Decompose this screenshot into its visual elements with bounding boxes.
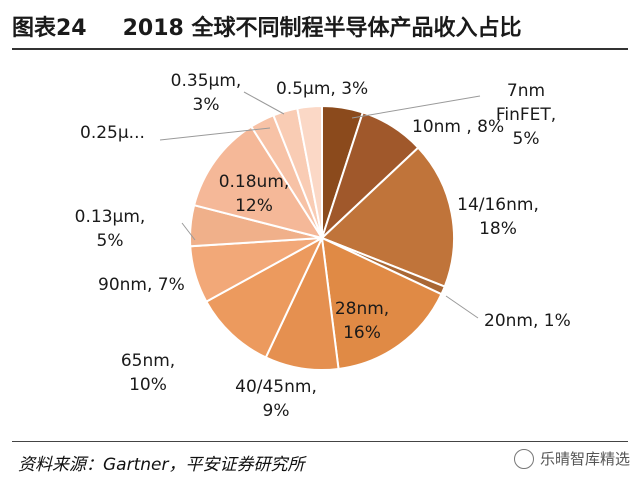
top-divider — [12, 48, 628, 50]
figure-number: 图表24 — [12, 16, 87, 41]
data-label-0-5-m: 0.5μm, 3% — [276, 79, 368, 99]
data-label-7nm-finfet: 7nm FinFET, 5% — [496, 81, 556, 149]
data-label-0-35-m: 0.35μm, 3% — [171, 71, 242, 115]
leader-line — [351, 95, 481, 119]
data-label-0-13-m: 0.13μm, 5% — [75, 207, 146, 251]
leader-line — [159, 127, 271, 141]
chart-header: 图表24 2018 全球不同制程半导体产品收入占比 — [12, 6, 628, 46]
data-label-65nm: 65nm, 10% — [121, 351, 175, 395]
data-label-14-16nm: 14/16nm, 18% — [457, 195, 539, 239]
leader-line — [181, 222, 196, 241]
leader-line — [243, 91, 285, 115]
pie-slice-0-18um — [192, 125, 325, 240]
data-label-90nm: 90nm, 7% — [98, 275, 185, 295]
data-label-40-45nm: 40/45nm, 9% — [235, 377, 317, 421]
bottom-divider — [12, 441, 628, 442]
watermark: 乐晴智库精选 — [513, 448, 630, 469]
watermark-text: 乐晴智库精选 — [539, 450, 630, 468]
chart-title: 2018 全球不同制程半导体产品收入占比 — [122, 16, 522, 41]
data-label-28nm: 28nm, 16% — [335, 299, 389, 343]
wechat-logo-icon — [513, 448, 534, 469]
data-label-20nm: 20nm, 1% — [484, 311, 571, 331]
source-note: 资料来源：Gartner，平安证券研究所 — [18, 455, 305, 475]
data-label-10nm: 10nm , 8% — [412, 117, 504, 137]
data-label-0-25-m: 0.25μ... — [80, 123, 145, 143]
leader-line — [445, 295, 479, 319]
pie-slice-28nm — [320, 236, 443, 371]
pie-slice-65nm — [204, 235, 325, 359]
pie-slice-14-16nm — [320, 146, 455, 288]
data-label-0-18um: 0.18um, 12% — [219, 172, 290, 216]
pie-slice-0-5-m — [296, 104, 323, 239]
